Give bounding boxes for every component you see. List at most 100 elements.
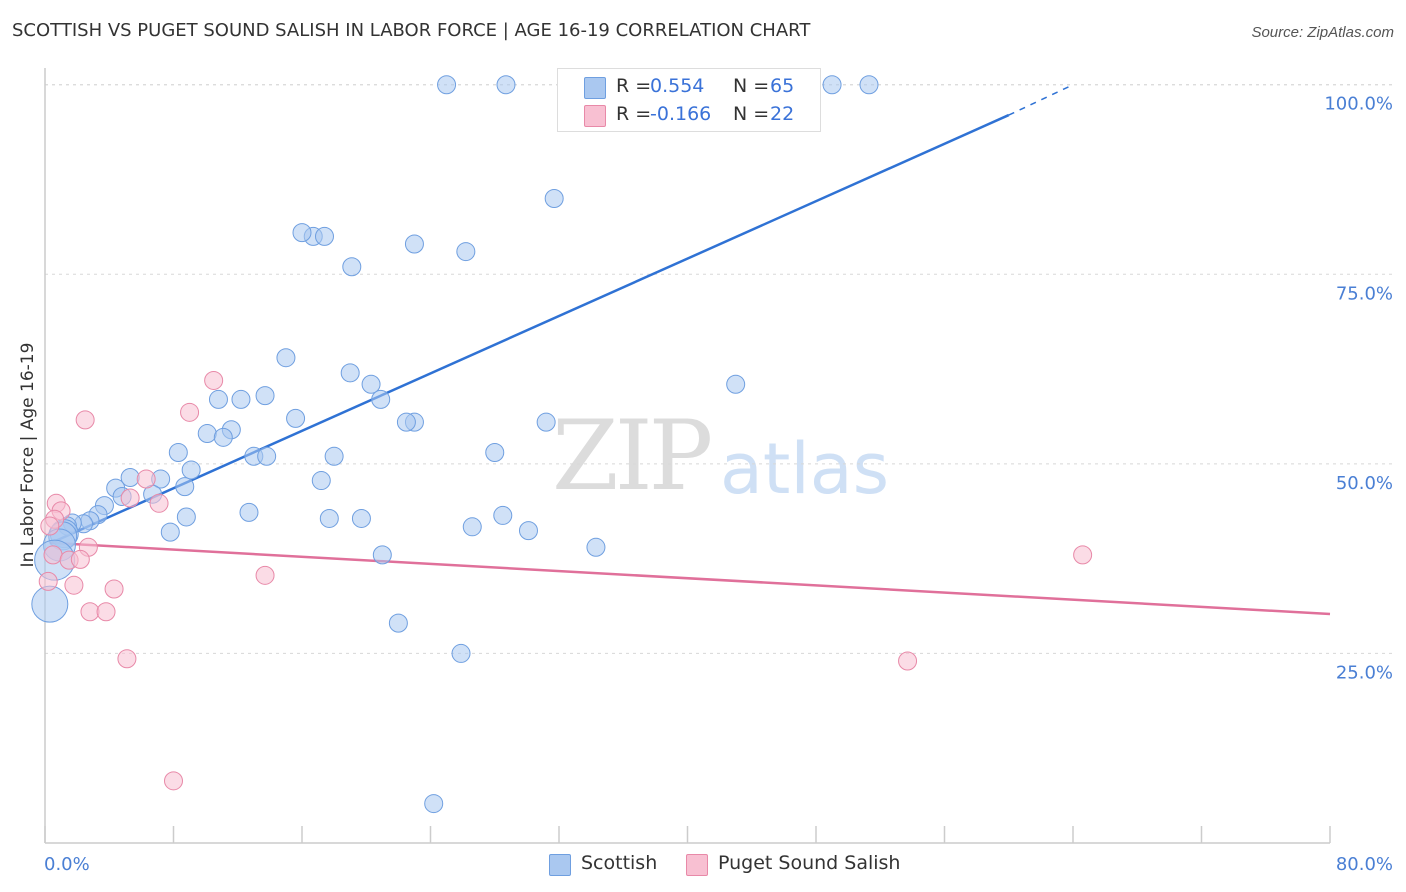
scottish-point <box>276 348 296 368</box>
puget-point <box>40 516 60 536</box>
scottish-point <box>462 517 482 537</box>
correlation-legend: R = 0.554 N = 65 R = -0.166 N = 22 <box>557 68 821 132</box>
puget-point <box>80 602 100 622</box>
scottish-point <box>372 545 392 565</box>
scottish-point <box>175 477 195 497</box>
scottish-point <box>493 505 513 525</box>
puget-point <box>104 579 124 599</box>
scottish-point <box>208 389 228 409</box>
puget-point <box>180 402 200 422</box>
legend-swatch-puget <box>584 105 606 127</box>
legend-n-label: N = <box>733 103 770 125</box>
puget-point <box>75 410 95 430</box>
puget-point <box>255 565 275 585</box>
scottish-point <box>292 223 312 243</box>
scottish-point <box>239 502 259 522</box>
bottom-legend-swatch-scottish <box>549 854 571 876</box>
scottish-point <box>371 389 391 409</box>
scottish-point <box>311 471 331 491</box>
scottish-point <box>231 389 251 409</box>
puget-point <box>898 651 918 671</box>
scottish-point <box>404 234 424 254</box>
scottish-point <box>176 507 196 527</box>
x-tick-label-max: 80.0% <box>1336 854 1393 875</box>
trend-lines <box>49 84 1331 616</box>
scottish-point <box>518 521 538 541</box>
scottish-point <box>319 508 339 528</box>
bottom-legend-label-puget: Puget Sound Salish <box>718 852 901 874</box>
y-tick-label: 25.0% <box>1336 662 1393 683</box>
puget-point <box>117 649 137 669</box>
watermark-zip: ZIP <box>552 400 713 512</box>
scottish-point <box>485 443 505 462</box>
puget-point <box>1073 545 1093 565</box>
legend-row-scottish: R = 0.554 N = 65 <box>558 73 820 101</box>
bottom-legend-swatch-puget <box>686 854 708 876</box>
puget-point <box>96 602 116 622</box>
scottish-point <box>388 613 408 633</box>
puget-point <box>64 575 84 595</box>
puget-point <box>38 571 58 591</box>
scottish-point <box>726 374 746 394</box>
legend-swatch-scottish <box>584 77 606 99</box>
scottish-trend-extension <box>1008 84 1074 116</box>
scottish-point <box>361 374 381 394</box>
scottish-point <box>822 75 842 95</box>
puget-point <box>149 493 169 513</box>
scottish-point <box>168 443 188 462</box>
scottish-point <box>586 537 606 557</box>
puget-point <box>70 549 90 569</box>
scottish-point <box>424 794 444 814</box>
source-credit: Source: ZipAtlas.com <box>1251 24 1394 41</box>
legend-n-value: 22 <box>770 103 795 125</box>
chart-title: SCOTTISH VS PUGET SOUND SALISH IN LABOR … <box>12 20 811 41</box>
scottish-point <box>351 508 371 528</box>
bottom-legend-label-scottish: Scottish <box>581 852 658 874</box>
puget-trend-line <box>49 541 1331 616</box>
y-axis-title: In Labor Force | Age 16-19 <box>18 343 38 568</box>
legend-n-label: N = <box>733 75 770 97</box>
y-tick-label: 50.0% <box>1336 473 1393 494</box>
puget-point <box>120 488 140 508</box>
scottish-point <box>314 226 334 246</box>
scottish-point <box>324 446 344 466</box>
legend-r-value: -0.166 <box>650 103 712 125</box>
legend-r-value: 0.554 <box>650 75 705 97</box>
scottish-point <box>340 363 360 383</box>
scottish-trend-line <box>49 113 1010 545</box>
scottish-point <box>213 427 233 447</box>
data-points <box>31 75 1093 814</box>
scottish-point <box>286 408 306 428</box>
puget-point <box>43 545 63 565</box>
watermark-atlas: atlas <box>720 428 890 510</box>
scottish-point <box>437 75 457 95</box>
scottish-point <box>257 446 277 466</box>
scottish-point <box>31 585 69 623</box>
scottish-point <box>859 75 879 95</box>
legend-r-label: R = <box>616 103 652 125</box>
scottish-point <box>342 257 362 277</box>
scottish-point <box>544 188 564 208</box>
axis-labels: 25.0% 50.0% 75.0% 100.0% 0.0% 80.0% In Labor F… <box>18 94 1393 875</box>
x-tick-label-min: 0.0% <box>44 854 90 875</box>
scottish-point <box>197 424 217 444</box>
scottish-point <box>496 75 516 95</box>
axes <box>44 68 1331 844</box>
legend-r-label: R = <box>616 75 652 97</box>
scottish-point <box>181 460 201 480</box>
legend-row-puget: R = -0.166 N = 22 <box>558 101 820 129</box>
scottish-point <box>536 412 556 432</box>
scottish-point <box>255 386 275 406</box>
scottish-point <box>456 242 476 262</box>
y-tick-label: 75.0% <box>1336 283 1393 304</box>
puget-point <box>136 469 156 489</box>
scottish-point <box>396 412 416 432</box>
puget-point <box>204 370 224 390</box>
scottish-point <box>451 643 471 663</box>
puget-point <box>164 771 183 791</box>
y-tick-label: 100.0% <box>1324 94 1393 115</box>
legend-n-value: 65 <box>770 75 795 97</box>
scottish-point <box>160 522 180 542</box>
grid-lines <box>45 84 1392 654</box>
